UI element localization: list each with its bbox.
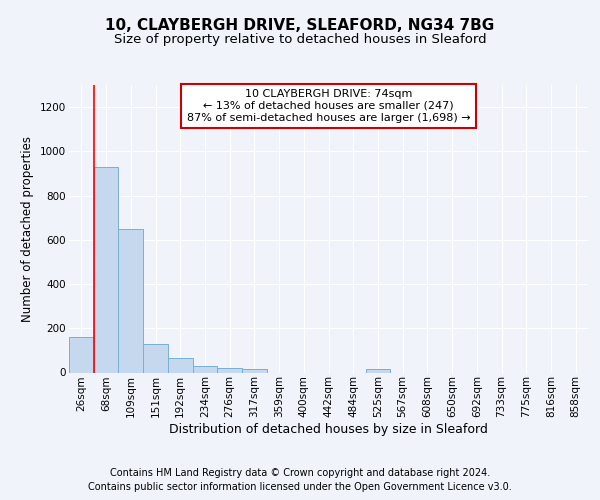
Bar [168, 358, 193, 372]
Bar [69, 337, 94, 372]
Bar [94, 167, 118, 372]
Bar [118, 229, 143, 372]
Bar [143, 344, 168, 372]
Bar [193, 366, 217, 372]
X-axis label: Distribution of detached houses by size in Sleaford: Distribution of detached houses by size … [169, 423, 488, 436]
Y-axis label: Number of detached properties: Number of detached properties [22, 136, 34, 322]
Text: 10, CLAYBERGH DRIVE, SLEAFORD, NG34 7BG: 10, CLAYBERGH DRIVE, SLEAFORD, NG34 7BG [106, 18, 494, 32]
Bar [242, 369, 267, 372]
Bar [217, 368, 242, 372]
Text: 10 CLAYBERGH DRIVE: 74sqm
← 13% of detached houses are smaller (247)
87% of semi: 10 CLAYBERGH DRIVE: 74sqm ← 13% of detac… [187, 90, 470, 122]
Text: Contains public sector information licensed under the Open Government Licence v3: Contains public sector information licen… [88, 482, 512, 492]
Text: Size of property relative to detached houses in Sleaford: Size of property relative to detached ho… [113, 32, 487, 46]
Text: Contains HM Land Registry data © Crown copyright and database right 2024.: Contains HM Land Registry data © Crown c… [110, 468, 490, 477]
Bar [365, 369, 390, 372]
